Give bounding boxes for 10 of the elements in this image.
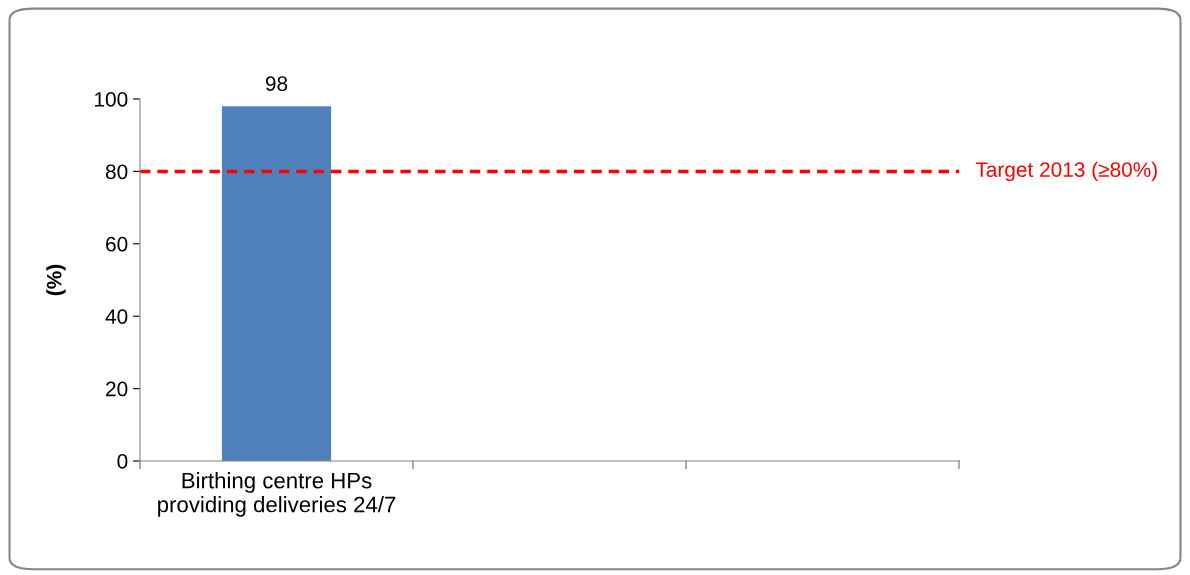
- y-axis-title: (%): [46, 264, 66, 296]
- y-tick-label: 80: [105, 164, 128, 180]
- y-tick-label: 0: [117, 454, 128, 469]
- y-tick-label: 40: [105, 309, 128, 324]
- data-label: 98: [265, 76, 288, 92]
- x-tick-label: Birthing centre HPs providing deliveries 24/7: [158, 472, 396, 517]
- y-tick-label: 20: [106, 381, 128, 397]
- y-tick-label: 60: [106, 236, 128, 252]
- y-tick-label: 100: [95, 92, 128, 107]
- ref-line-label: Target 2013 (≥80%): [975, 161, 1157, 182]
